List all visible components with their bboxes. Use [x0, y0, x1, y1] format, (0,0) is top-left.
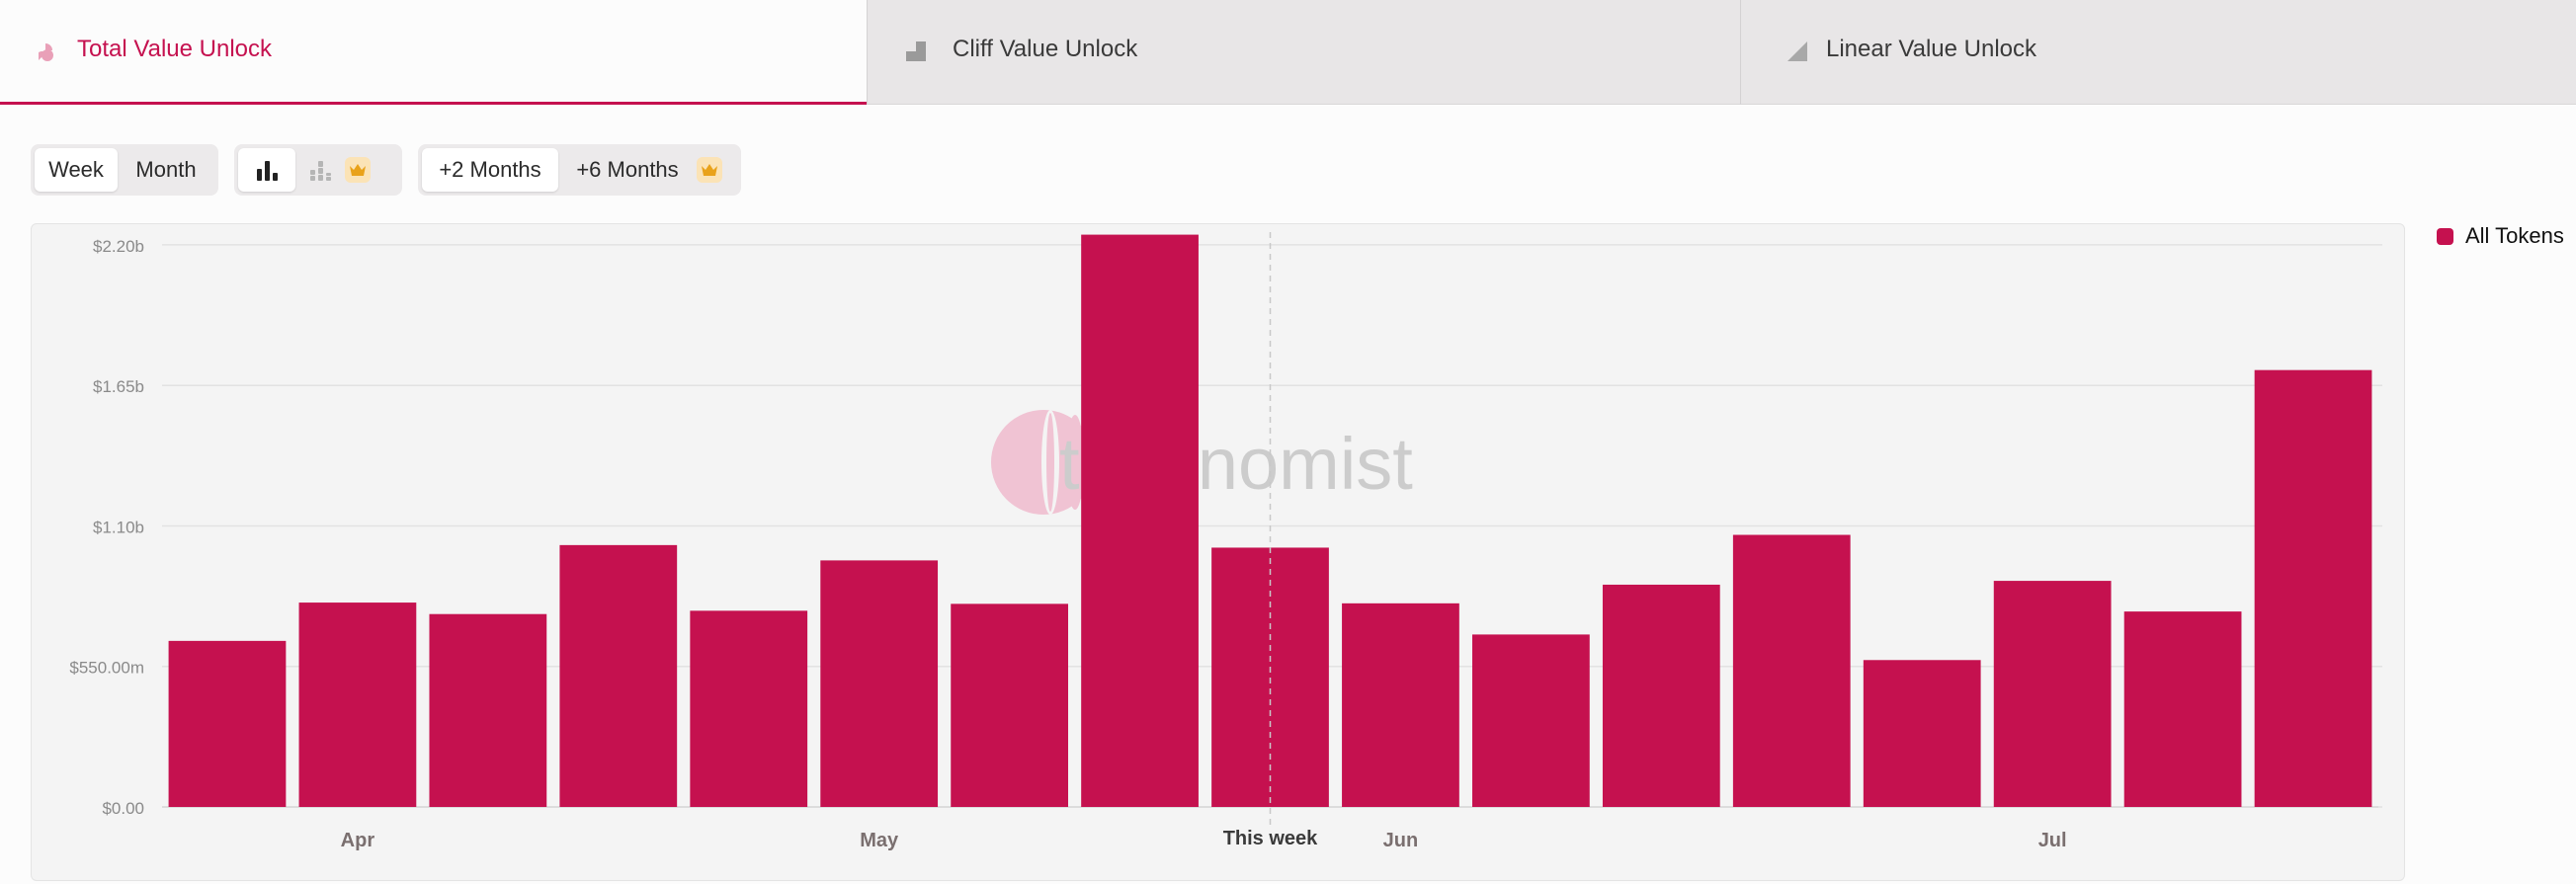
x-tick-label: May: [860, 830, 899, 851]
plus-2-months-button[interactable]: +2 Months: [422, 148, 558, 192]
bar: [1602, 584, 1720, 807]
bar-chart-icon: [257, 161, 278, 181]
chart-legend[interactable]: All Tokens: [2437, 223, 2564, 249]
watermark: tokenomist: [991, 410, 1413, 515]
legend-swatch: [2437, 227, 2453, 245]
period-toggle: Week Month: [31, 144, 218, 196]
bar: [429, 613, 547, 807]
bar-chart: tokenomist This week $0.00 $550.00m $1.10b…: [69, 232, 2382, 851]
unlock-chart: tokenomist This week $0.00 $550.00m $1.10b…: [31, 223, 2405, 881]
bar: [690, 610, 808, 807]
month-button[interactable]: Month: [135, 157, 197, 182]
y-axis: $0.00 $550.00m $1.10b $1.65b $2.20b: [69, 237, 144, 818]
tab-label: Total Value Unlock: [77, 36, 272, 62]
bar: [2254, 369, 2372, 807]
y-tick-label: $0.00: [102, 799, 144, 818]
bar: [1342, 603, 1459, 807]
value-unlock-tabs: Total Value Unlock Cliff Value Unlock Li…: [0, 0, 2576, 105]
x-tick-label: Jun: [1383, 830, 1419, 851]
y-tick-label: $2.20b: [93, 237, 144, 256]
bar: [559, 544, 678, 807]
x-tick-label: Jul: [2038, 830, 2067, 851]
y-tick-label: $1.65b: [93, 377, 144, 396]
bar: [1863, 660, 1981, 807]
bar: [168, 640, 287, 807]
stacked-bar-button[interactable]: [295, 148, 345, 192]
crown-icon: [702, 164, 717, 176]
bar: [820, 560, 939, 807]
premium-badge: [345, 157, 371, 183]
this-week-marker: This week: [1223, 232, 1318, 849]
tab-linear-value-unlock[interactable]: Linear Value Unlock: [1741, 0, 2576, 105]
bar: [298, 603, 417, 807]
watermark-logo-arc: [1066, 415, 1084, 510]
bar: [1472, 634, 1590, 807]
bar: [1993, 581, 2112, 807]
tab-cliff-value-unlock[interactable]: Cliff Value Unlock: [867, 0, 1741, 105]
x-tick-label: Apr: [341, 830, 375, 851]
stacked-bar-icon: [310, 161, 331, 181]
bar: [1732, 534, 1851, 807]
week-button[interactable]: Week: [35, 148, 118, 192]
legend-label: All Tokens: [2465, 223, 2564, 248]
tab-total-value-unlock[interactable]: Total Value Unlock: [0, 0, 867, 105]
tab-label: Linear Value Unlock: [1826, 36, 2037, 62]
triangle-icon: [1787, 41, 1807, 61]
range-toggle: +2 Months +6 Months: [418, 144, 741, 196]
y-tick-label: $550.00m: [69, 659, 144, 678]
bar: [951, 603, 1068, 807]
chart-mode-toggle: [234, 144, 402, 196]
tab-label: Cliff Value Unlock: [953, 36, 1138, 62]
bar: [2123, 611, 2242, 807]
bar-chart-button[interactable]: [238, 148, 295, 192]
this-week-label: This week: [1223, 828, 1318, 849]
bar: [1081, 234, 1199, 807]
step-icon: [906, 41, 926, 61]
bars: [168, 234, 2372, 807]
crown-icon: [350, 164, 366, 176]
x-axis: Apr May Jun Jul: [341, 830, 2067, 851]
watermark-logo-slice: [1046, 413, 1054, 512]
plus-6-months-button[interactable]: +6 Months: [576, 157, 679, 182]
premium-badge: [697, 157, 722, 183]
pie-icon: [39, 43, 53, 61]
y-tick-label: $1.10b: [93, 518, 144, 536]
